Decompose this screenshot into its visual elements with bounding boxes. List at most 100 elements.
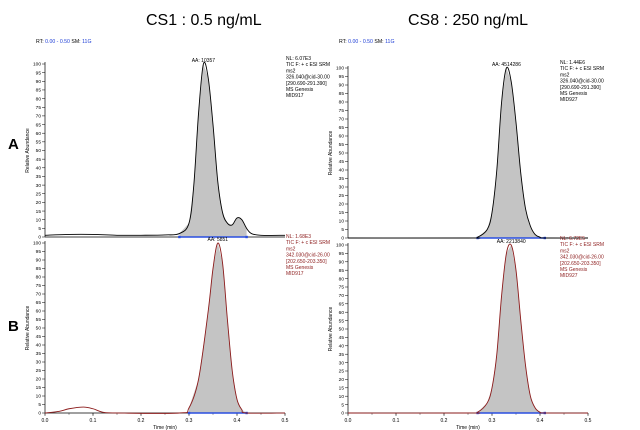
y-tick-label: 35 bbox=[339, 352, 345, 358]
y-tick-label: 35 bbox=[36, 351, 42, 357]
y-tick-label: 80 bbox=[339, 100, 345, 106]
y-tick-label: 45 bbox=[339, 335, 345, 341]
y-tick-label: 0 bbox=[341, 236, 344, 242]
y-axis-label: Relative Abundance bbox=[25, 128, 31, 173]
y-tick-label: 95 bbox=[36, 249, 42, 255]
peak-area-label: AA: 4514286 bbox=[492, 62, 521, 68]
y-tick-label: 85 bbox=[339, 91, 345, 97]
info-line: 342.030@cid-26.00 bbox=[286, 253, 330, 259]
info-line: NL: 1.44E6 bbox=[560, 60, 585, 66]
info-line: MID927 bbox=[560, 97, 578, 103]
y-tick-label: 80 bbox=[36, 96, 42, 102]
y-tick-label: 40 bbox=[36, 166, 42, 172]
info-line: [202.650-203.350] bbox=[286, 259, 327, 265]
y-tick-label: 65 bbox=[339, 125, 345, 131]
y-tick-label: 30 bbox=[36, 360, 42, 366]
y-tick-label: 80 bbox=[339, 276, 345, 282]
y-tick-label: 50 bbox=[339, 151, 345, 157]
y-tick-label: 55 bbox=[339, 318, 345, 324]
peak-area-fill bbox=[189, 243, 247, 413]
chromatogram-trace bbox=[44, 61, 286, 236]
chromatogram-trace bbox=[44, 242, 286, 414]
info-line: TIC F: + c ESI SRM bbox=[286, 240, 330, 246]
y-tick-label: 60 bbox=[339, 134, 345, 140]
x-tick-label: 0.4 bbox=[537, 418, 544, 424]
y-axis-label: Relative Abundance bbox=[328, 307, 334, 352]
y-tick-label: 95 bbox=[339, 251, 345, 257]
x-tick-label: 0.4 bbox=[234, 418, 241, 424]
y-tick-label: 85 bbox=[339, 268, 345, 274]
y-tick-label: 30 bbox=[339, 360, 345, 366]
info-line: MS Genesis bbox=[286, 87, 314, 93]
y-tick-label: 65 bbox=[36, 122, 42, 128]
y-tick-label: 15 bbox=[339, 210, 345, 216]
y-tick-label: 20 bbox=[339, 377, 345, 383]
info-line: MID917 bbox=[286, 93, 304, 99]
x-tick-label: 0.2 bbox=[138, 418, 145, 424]
y-tick-label: 90 bbox=[36, 258, 42, 264]
y-tick-label: 30 bbox=[36, 183, 42, 189]
x-tick-label: 0.1 bbox=[90, 418, 97, 424]
peak-area-label: AA: 2213840 bbox=[497, 239, 526, 245]
info-line: 326.040@cid-30.00 bbox=[286, 75, 330, 81]
y-tick-label: 25 bbox=[339, 369, 345, 375]
x-axis-label: Time (min) bbox=[153, 425, 177, 430]
info-line: [290.690-291.390] bbox=[286, 81, 327, 87]
x-tick-label: 0.3 bbox=[489, 418, 496, 424]
info-line: MS Genesis bbox=[560, 91, 588, 97]
y-tick-label: 35 bbox=[36, 174, 42, 180]
x-tick-label: 0.3 bbox=[186, 418, 193, 424]
y-tick-label: 50 bbox=[36, 148, 42, 154]
y-tick-label: 100 bbox=[336, 243, 344, 249]
y-tick-label: 0 bbox=[38, 411, 41, 417]
y-tick-label: 75 bbox=[339, 108, 345, 114]
peak-area-fill bbox=[477, 245, 545, 413]
rt-header: RT: 0.00 - 0.50 SM: 11G bbox=[36, 39, 91, 45]
y-tick-label: 15 bbox=[36, 209, 42, 215]
y-tick-label: 60 bbox=[36, 309, 42, 315]
info-line: NL: 1.68E3 bbox=[286, 234, 311, 240]
peak-area-fill bbox=[179, 64, 247, 237]
info-line: ms2 bbox=[286, 246, 296, 252]
info-line: 326.040@cid-30.00 bbox=[560, 79, 604, 85]
y-tick-label: 5 bbox=[38, 226, 41, 232]
y-tick-label: 100 bbox=[336, 66, 344, 72]
chart-panel-b-right: 0 5 10 15 20 25 30 35 40 45 50 55 60 65 70 75 80 85 90 95 10… bbox=[328, 236, 604, 430]
x-tick-label: 0.1 bbox=[393, 418, 400, 424]
info-line: 342.030@cid-26.00 bbox=[560, 255, 604, 261]
x-axis-label: Time (min) bbox=[456, 425, 480, 430]
baseline-start-marker bbox=[187, 411, 191, 415]
y-tick-label: 70 bbox=[36, 114, 42, 120]
y-tick-label: 100 bbox=[33, 62, 41, 68]
y-tick-label: 10 bbox=[339, 219, 345, 225]
info-line: [290.690-291.390] bbox=[560, 85, 601, 91]
row-label-b: B bbox=[8, 318, 19, 335]
rt-header: RT: 0.00 - 0.50 SM: 11G bbox=[339, 39, 394, 45]
y-tick-label: 5 bbox=[341, 227, 344, 233]
y-tick-label: 75 bbox=[339, 285, 345, 291]
y-tick-label: 55 bbox=[36, 317, 42, 323]
y-tick-label: 60 bbox=[339, 310, 345, 316]
chart-panel-a-right: RT: 0.00 - 0.50 SM: 11G 0 5 10 15 20 25 30 35 40 4… bbox=[328, 39, 604, 242]
row-label-a: A bbox=[8, 136, 19, 153]
info-line: ms2 bbox=[560, 248, 570, 254]
y-tick-label: 0 bbox=[341, 411, 344, 417]
y-tick-label: 45 bbox=[36, 334, 42, 340]
y-tick-label: 5 bbox=[38, 402, 41, 408]
info-line: MID927 bbox=[560, 273, 578, 279]
baseline-end-marker bbox=[245, 235, 248, 239]
x-tick-label: 0.0 bbox=[42, 418, 49, 424]
y-tick-label: 45 bbox=[339, 159, 345, 165]
chromatogram-trace bbox=[347, 66, 589, 239]
y-tick-label: 85 bbox=[36, 266, 42, 272]
info-line: NL: 6.07E3 bbox=[286, 56, 311, 62]
chromatogram-trace bbox=[347, 243, 589, 414]
y-axis-label: Relative Abundance bbox=[25, 306, 31, 351]
column-title-left: CS1 : 0.5 ng/mL bbox=[146, 12, 262, 29]
y-tick-label: 75 bbox=[36, 283, 42, 289]
y-tick-label: 40 bbox=[339, 168, 345, 174]
y-tick-label: 95 bbox=[339, 74, 345, 80]
y-tick-label: 25 bbox=[36, 368, 42, 374]
y-tick-label: 75 bbox=[36, 105, 42, 111]
